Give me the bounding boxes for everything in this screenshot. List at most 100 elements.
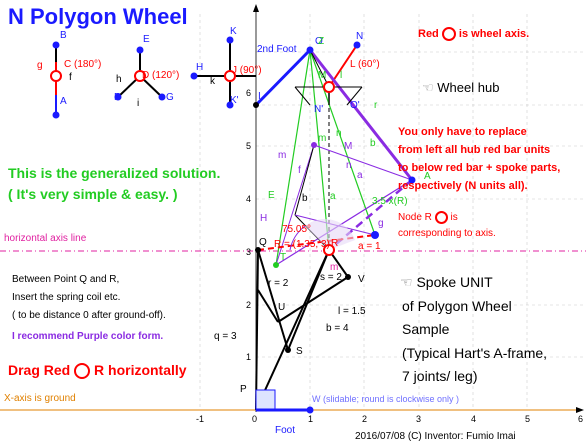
r-length-label: r = 2 xyxy=(268,278,289,289)
label-a1v: a = 1 xyxy=(358,241,381,252)
label-b2: b xyxy=(302,193,308,204)
wheel-axis-red-word: Red xyxy=(418,27,439,40)
y-tick-6: 6 xyxy=(246,88,252,98)
footer-credit: 2016/07/08 (C) Inventor: Fumio Imai xyxy=(355,431,516,442)
x-tick-minus1: -1 xyxy=(196,414,205,424)
spoke-title-3: Sample xyxy=(402,321,450,337)
label-G: G xyxy=(166,92,174,103)
R-coord-label: R = (1.35, 3) xyxy=(274,239,330,250)
node-A1[interactable] xyxy=(408,176,416,184)
node-r-note-2: corresponding to axis. xyxy=(398,228,496,239)
label-k: k xyxy=(210,76,215,87)
label-g1: g xyxy=(37,60,43,71)
label-Q: Q xyxy=(259,237,267,248)
generalized-note-1: This is the generalized solution. xyxy=(8,165,221,181)
label-N: N xyxy=(356,31,364,42)
label-O: O xyxy=(315,36,323,47)
x-tick-6: 6 xyxy=(578,414,584,424)
label-m1: m xyxy=(318,133,327,144)
label-n2: n xyxy=(336,128,342,139)
spoke-title-2: of Polygon Wheel xyxy=(402,298,512,314)
label-A1: A xyxy=(424,171,431,182)
between-note-3: ( to be distance 0 after ground-off). xyxy=(12,310,166,321)
label-U: U xyxy=(278,302,286,313)
node-O[interactable] xyxy=(306,46,314,54)
node-r-prefix: Node R xyxy=(398,212,432,224)
label-F: F xyxy=(114,92,121,103)
replace-note-1: You only have to replace xyxy=(398,126,527,138)
label-P: P xyxy=(240,384,247,395)
wheel-axis-text: is wheel axis. xyxy=(458,27,530,40)
wheel-hub-label: ☜ Wheel hub xyxy=(422,80,499,96)
red-circle-icon xyxy=(74,363,91,380)
x-axis-ground-label: X-axis is ground xyxy=(4,393,76,404)
spoke-unit xyxy=(255,249,349,411)
y-tick-2: 2 xyxy=(246,300,252,310)
axis-node-L xyxy=(323,81,335,93)
w-slider-label: W (slidable; round is clockwise only ) xyxy=(312,394,460,404)
label-h: h xyxy=(116,74,122,85)
x-tick-1: 1 xyxy=(308,414,314,424)
y-tick-1: 1 xyxy=(246,352,252,362)
label-A: A xyxy=(60,96,67,107)
x-tick-5: 5 xyxy=(525,414,531,424)
foot-box xyxy=(255,389,276,411)
label-Np: N' xyxy=(314,104,324,115)
page-title: N Polygon Wheel xyxy=(8,4,188,29)
wheel-hub-text: Wheel hub xyxy=(437,80,500,95)
node-r-note: Node R is xyxy=(398,211,458,224)
hub-unit-D xyxy=(114,46,166,101)
x-tick-2: 2 xyxy=(362,414,368,424)
label-M: M xyxy=(318,70,327,81)
label-i: i xyxy=(137,98,140,109)
y-tick-3: 3 xyxy=(246,247,252,257)
label-E1: E xyxy=(268,190,275,201)
label-K: K xyxy=(230,26,237,37)
label-b1: b xyxy=(370,138,376,149)
angle-label: 75.05° xyxy=(282,224,312,235)
x-tick-3: 3 xyxy=(416,414,422,424)
x-tick-4: 4 xyxy=(471,414,477,424)
label-B: B xyxy=(60,30,67,41)
label-H1: H xyxy=(260,213,268,224)
label-R: R xyxy=(331,238,339,249)
label-Op: O' xyxy=(350,100,360,111)
between-note-1: Between Point Q and R, xyxy=(12,274,120,285)
label-I: I xyxy=(258,91,261,102)
label-l1: l xyxy=(340,70,343,81)
red-circle-icon xyxy=(434,211,448,224)
spoke-title-4: (Typical Hart's A-frame, xyxy=(402,345,548,361)
generalized-note-2: ( It's very simple & easy. ) xyxy=(8,186,178,202)
recommend-note: I recommend Purple color form. xyxy=(12,331,164,342)
y-tick-5: 5 xyxy=(246,141,252,151)
label-S: S xyxy=(296,346,303,357)
label-V: V xyxy=(358,274,365,285)
label-m2: m xyxy=(278,150,287,161)
drag-suffix: R horizontally xyxy=(94,362,187,378)
label-a2: a xyxy=(357,170,363,181)
label-H: H xyxy=(196,62,204,73)
label-D: D (120°) xyxy=(142,70,180,81)
hand-icon: ☜ xyxy=(422,80,434,95)
label-n1: n xyxy=(346,160,352,171)
label-m-mag: m xyxy=(330,262,339,273)
label-f-small: f xyxy=(69,72,72,83)
y-tick-4: 4 xyxy=(246,194,252,204)
spoke-title-1: ☜ Spoke UNIT xyxy=(400,274,493,291)
second-foot-label: 2nd Foot xyxy=(257,44,297,55)
wheel-axis-note: Red is wheel axis. xyxy=(418,27,529,41)
l-length-label: l = 1.5 xyxy=(338,306,366,317)
foot-label: Foot xyxy=(275,425,296,436)
label-L: L (60°) xyxy=(350,59,380,70)
between-note-2: Insert the spring coil etc. xyxy=(12,292,121,303)
x-R-label: 3.5 x(R) xyxy=(372,196,408,207)
horizontal-axis-label: horizontal axis line xyxy=(4,233,87,244)
label-C: C (180°) xyxy=(64,59,102,70)
label-f3: f xyxy=(298,165,301,176)
spoke-title-5: 7 joints/ leg) xyxy=(402,368,478,384)
axis-node-R[interactable] xyxy=(323,244,335,256)
label-g2: g xyxy=(378,218,384,229)
hub-unit-J xyxy=(190,36,256,109)
b-length-label: b = 4 xyxy=(326,323,349,334)
x-tick-0: 0 xyxy=(252,414,258,424)
